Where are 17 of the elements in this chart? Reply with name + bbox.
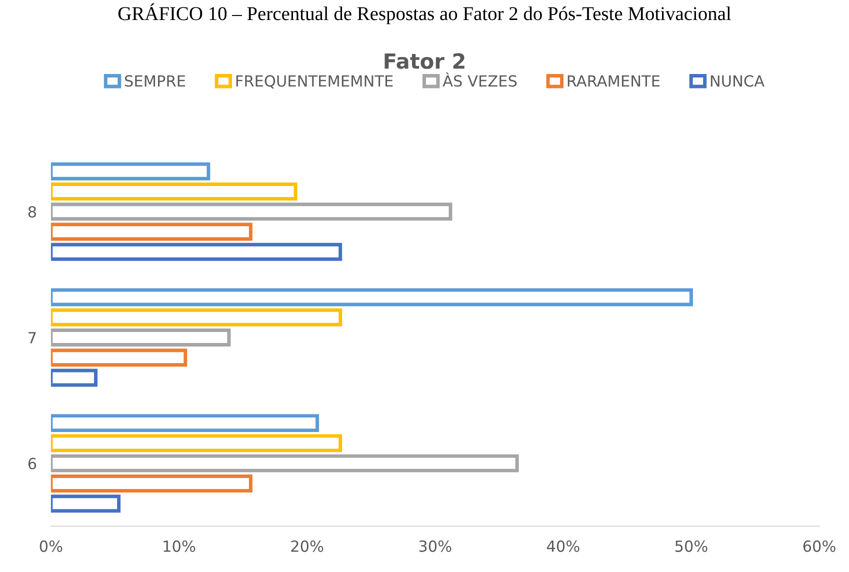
legend-label: SEMPRE	[124, 75, 186, 87]
chart-title: Fator 2	[384, 53, 464, 69]
y-tick-label: 8	[28, 206, 36, 218]
legend-label: ÀS VEZES	[442, 72, 517, 87]
text: GRÁFICO 10 – Percentual de Respostas ao Fator 2 do Pós-Teste Motivacional	[118, 3, 731, 24]
x-tick-label: 50%	[675, 540, 708, 552]
x-tick-label: 40%	[546, 540, 580, 552]
y-tick-label: 7	[28, 332, 36, 344]
y-tick-label: 6	[28, 458, 36, 470]
x-tick-label: 60%	[803, 540, 836, 552]
x-tick-label: 0%	[40, 540, 62, 552]
legend-label: FREQUENTEMEMNTE	[236, 75, 393, 88]
legend-label: NUNCA	[710, 75, 764, 87]
x-tick-label: 20%	[291, 540, 324, 552]
x-tick-label: 10%	[164, 540, 196, 552]
legend-label: RARAMENTE	[568, 75, 660, 86]
x-tick-label: 30%	[419, 540, 452, 552]
